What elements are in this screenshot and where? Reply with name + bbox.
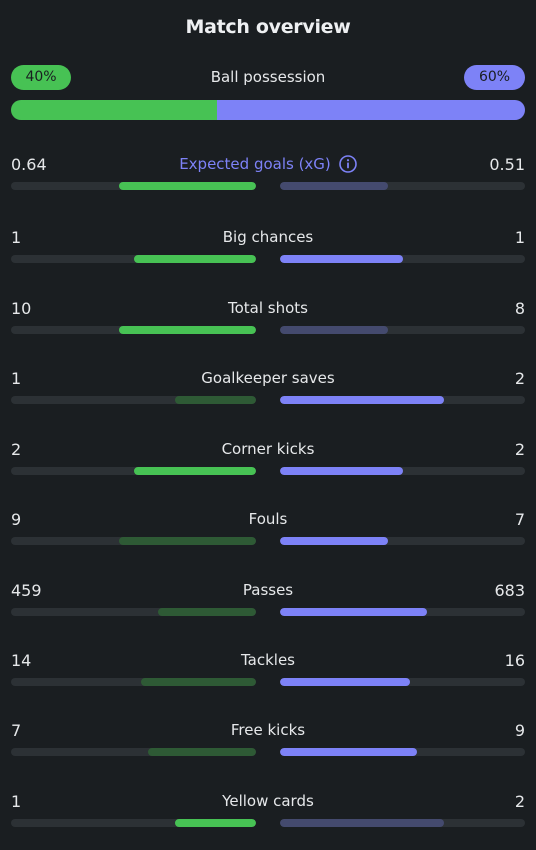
away-bar-fill (280, 396, 445, 404)
stat-row: 2 Corner kicks 2 (11, 440, 525, 490)
away-bar-track (280, 819, 525, 827)
stat-row: 1 Goalkeeper saves 2 (11, 369, 525, 419)
away-value: 2 (514, 440, 525, 459)
away-bar-track (280, 537, 525, 545)
stat-label: Free kicks (11, 721, 525, 739)
stat-row: 10 Total shots 8 (11, 299, 525, 349)
away-value: 16 (504, 651, 525, 670)
stat-row: 459 Passes 683 (11, 581, 525, 631)
stat-label-text: Total shots (228, 299, 308, 317)
home-bar-track (11, 396, 256, 404)
home-bar-fill (118, 537, 256, 545)
stat-label-text: Goalkeeper saves (201, 369, 335, 387)
home-bar-fill (118, 326, 256, 334)
home-bar-fill (175, 819, 256, 827)
stat-row: 0.64 Expected goals (xG) 0.51 (11, 155, 525, 205)
away-value: 2 (514, 369, 525, 388)
away-value: 9 (514, 721, 525, 740)
away-bar-fill (280, 748, 418, 756)
home-value: 2 (11, 440, 22, 459)
stat-label: Big chances (11, 228, 525, 246)
stat-label: Total shots (11, 299, 525, 317)
away-value: 0.51 (489, 155, 525, 174)
home-value: 1 (11, 228, 22, 247)
info-icon[interactable] (338, 155, 357, 173)
stat-label-text: Passes (242, 581, 294, 599)
home-bar-fill (175, 396, 256, 404)
away-bar-track (280, 678, 525, 686)
away-value: 683 (494, 581, 525, 600)
home-bar-fill (148, 748, 256, 756)
away-bar-track (280, 748, 525, 756)
stat-row: 7 Free kicks 9 (11, 721, 525, 771)
away-bar-track (280, 255, 525, 263)
away-bar-track (280, 326, 525, 334)
away-bar-track (280, 396, 525, 404)
stat-label: Yellow cards (11, 792, 525, 810)
home-bar-fill (140, 678, 256, 686)
possession-bar-home (11, 100, 217, 120)
home-bar-fill (118, 182, 256, 190)
possession-bar (11, 100, 525, 120)
away-value: 1 (514, 228, 525, 247)
home-possession-badge: 40% (11, 65, 71, 90)
away-bar-fill (280, 467, 403, 475)
stat-label: Passes (11, 581, 525, 599)
stat-label-text: Corner kicks (221, 440, 315, 458)
away-bar-track (280, 182, 525, 190)
home-bar-track (11, 748, 256, 756)
away-bar-track (280, 608, 525, 616)
away-possession-badge: 60% (464, 65, 525, 90)
home-bar-track (11, 255, 256, 263)
away-bar-fill (280, 678, 410, 686)
page-title: Match overview (185, 16, 351, 38)
stat-label: Goalkeeper saves (11, 369, 525, 387)
home-bar-track (11, 537, 256, 545)
away-bar-fill (280, 819, 445, 827)
away-bar-fill (280, 182, 388, 190)
home-bar-track (11, 326, 256, 334)
stat-label-text: Free kicks (230, 721, 306, 739)
away-bar-track (280, 467, 525, 475)
stat-row: 1 Yellow cards 2 (11, 792, 525, 842)
stat-label: Expected goals (xG) (11, 155, 525, 173)
stat-label: Fouls (11, 510, 525, 528)
home-bar-fill (133, 467, 256, 475)
home-bar-track (11, 467, 256, 475)
home-value: 0.64 (11, 155, 47, 174)
home-value: 1 (11, 792, 22, 811)
stat-label-text: Tackles (240, 651, 296, 669)
home-value: 9 (11, 510, 22, 529)
away-value: 7 (514, 510, 525, 529)
home-value: 459 (11, 581, 42, 600)
home-bar-track (11, 182, 256, 190)
possession-bar-away (216, 100, 525, 120)
home-value: 1 (11, 369, 22, 388)
away-bar-fill (280, 255, 403, 263)
stat-label: Tackles (11, 651, 525, 669)
stat-label-text: Expected goals (xG) (179, 155, 331, 173)
stat-row: 9 Fouls 7 (11, 510, 525, 560)
home-value: 10 (11, 299, 32, 318)
home-bar-fill (133, 255, 256, 263)
home-bar-track (11, 608, 256, 616)
away-bar-fill (280, 537, 388, 545)
possession-label: Ball possession (210, 68, 326, 86)
home-value: 14 (11, 651, 32, 670)
away-bar-fill (280, 326, 388, 334)
away-value: 8 (514, 299, 525, 318)
stat-row: 1 Big chances 1 (11, 228, 525, 278)
stat-label-text: Fouls (248, 510, 288, 528)
stat-label-text: Yellow cards (222, 792, 314, 810)
away-bar-fill (280, 608, 427, 616)
stat-label: Corner kicks (11, 440, 525, 458)
home-bar-track (11, 678, 256, 686)
possession-header: 40% Ball possession 60% (11, 65, 525, 91)
home-value: 7 (11, 721, 22, 740)
home-bar-track (11, 819, 256, 827)
away-value: 2 (514, 792, 525, 811)
stat-label-text: Big chances (222, 228, 314, 246)
home-bar-fill (158, 608, 256, 616)
stat-row: 14 Tackles 16 (11, 651, 525, 701)
